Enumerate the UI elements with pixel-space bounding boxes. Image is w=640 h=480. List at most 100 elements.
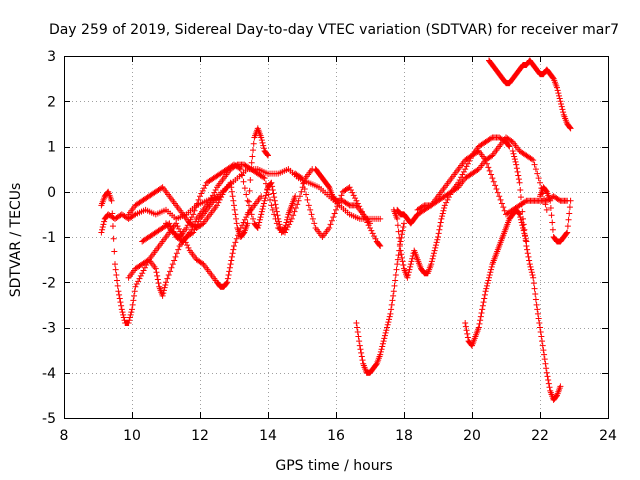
data-point bbox=[480, 299, 487, 306]
data-point bbox=[260, 203, 267, 210]
data-point bbox=[358, 349, 365, 356]
data-point bbox=[334, 203, 341, 210]
data-point bbox=[271, 211, 278, 218]
data-point bbox=[516, 211, 523, 218]
data-point bbox=[398, 254, 405, 261]
data-point bbox=[488, 135, 495, 142]
data-point bbox=[260, 142, 267, 149]
data-point bbox=[519, 208, 526, 215]
data-point bbox=[131, 292, 138, 299]
data-point bbox=[215, 199, 222, 206]
data-point bbox=[566, 210, 573, 217]
data-point bbox=[127, 311, 134, 318]
data-point bbox=[439, 210, 446, 217]
series-arc5 bbox=[139, 161, 316, 245]
x-tick-label: 18 bbox=[395, 428, 413, 444]
data-point bbox=[407, 261, 414, 268]
data-point bbox=[243, 214, 250, 221]
data-point bbox=[521, 226, 528, 233]
data-point bbox=[541, 351, 548, 358]
data-point bbox=[258, 137, 265, 144]
data-point bbox=[109, 223, 116, 230]
data-point bbox=[248, 159, 255, 166]
data-point bbox=[437, 219, 444, 226]
data-point bbox=[346, 184, 353, 191]
data-point bbox=[110, 235, 117, 242]
data-point bbox=[400, 262, 407, 269]
data-point bbox=[475, 324, 482, 331]
data-point bbox=[517, 194, 524, 201]
data-point bbox=[533, 301, 540, 308]
data-point bbox=[488, 266, 495, 273]
data-point bbox=[401, 220, 407, 227]
data-point bbox=[192, 218, 199, 225]
data-point bbox=[283, 219, 290, 226]
data-point bbox=[309, 215, 316, 222]
data-point bbox=[172, 253, 179, 260]
data-point bbox=[560, 109, 567, 116]
data-point bbox=[486, 272, 493, 279]
data-point bbox=[527, 263, 534, 270]
data-point bbox=[155, 280, 162, 287]
data-point bbox=[397, 247, 404, 254]
data-point bbox=[233, 235, 240, 242]
data-point bbox=[539, 338, 546, 345]
data-point bbox=[510, 150, 517, 157]
data-point bbox=[175, 246, 182, 253]
data-point bbox=[511, 153, 518, 160]
data-point bbox=[513, 165, 520, 172]
data-point bbox=[432, 244, 439, 251]
data-point bbox=[532, 296, 539, 303]
data-point bbox=[409, 255, 416, 262]
data-point bbox=[261, 197, 268, 204]
data-point bbox=[526, 261, 533, 268]
data-point bbox=[167, 268, 174, 275]
data-point bbox=[282, 224, 288, 231]
data-point bbox=[184, 242, 191, 249]
data-point bbox=[394, 256, 401, 263]
data-point bbox=[257, 214, 264, 221]
data-point bbox=[530, 280, 537, 287]
data-point bbox=[543, 187, 550, 194]
series-arc15 bbox=[537, 184, 574, 245]
data-point bbox=[563, 230, 570, 237]
data-point bbox=[376, 242, 383, 249]
data-point bbox=[108, 197, 115, 204]
y-tick-label: -3 bbox=[42, 321, 56, 337]
data-point bbox=[269, 186, 276, 193]
data-point bbox=[388, 301, 395, 308]
data-point bbox=[117, 299, 124, 306]
data-point bbox=[195, 196, 202, 203]
data-point bbox=[386, 313, 393, 320]
data-point bbox=[513, 161, 520, 168]
data-point bbox=[522, 198, 529, 205]
data-point bbox=[392, 272, 399, 279]
data-point bbox=[268, 202, 275, 209]
data-point bbox=[497, 196, 504, 203]
data-point bbox=[558, 103, 565, 110]
data-point bbox=[500, 204, 507, 211]
data-point bbox=[250, 140, 257, 147]
data-point bbox=[300, 180, 307, 187]
data-point bbox=[192, 204, 199, 211]
data-point bbox=[218, 194, 225, 201]
data-point bbox=[219, 191, 226, 198]
data-point bbox=[284, 216, 291, 223]
data-point bbox=[357, 346, 364, 353]
data-point bbox=[246, 187, 253, 194]
data-point bbox=[380, 338, 387, 345]
data-point bbox=[99, 226, 106, 233]
data-point bbox=[120, 314, 127, 321]
data-point bbox=[345, 201, 352, 208]
data-point bbox=[231, 206, 238, 213]
data-point bbox=[163, 279, 169, 286]
data-point bbox=[534, 306, 541, 313]
data-point bbox=[189, 224, 196, 231]
data-point bbox=[553, 393, 560, 400]
data-point bbox=[434, 236, 441, 243]
chart-title: Day 259 of 2019, Sidereal Day-to-day VTE… bbox=[49, 22, 619, 38]
data-point bbox=[197, 193, 203, 200]
data-point bbox=[377, 243, 384, 250]
data-point bbox=[168, 264, 175, 271]
data-point bbox=[184, 222, 191, 229]
